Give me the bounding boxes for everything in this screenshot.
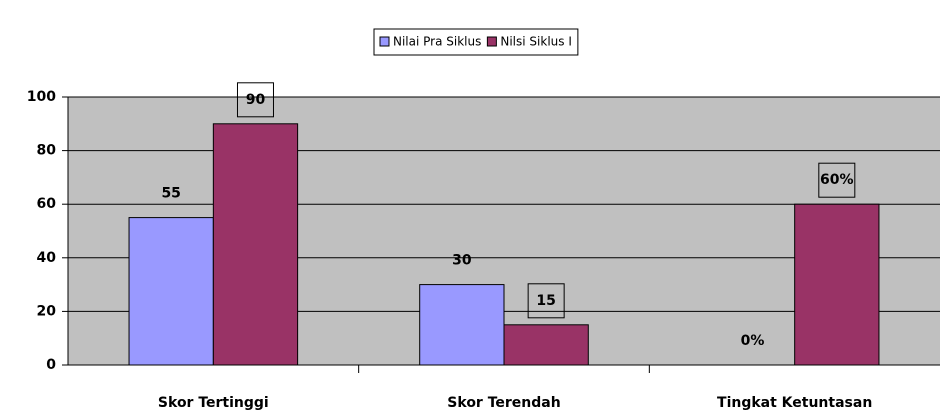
legend-swatch <box>486 36 497 47</box>
bar <box>128 217 214 366</box>
x-tick-label: Skor Tertinggi <box>158 395 269 411</box>
label-box <box>818 162 856 198</box>
data-label: 30 <box>452 253 472 269</box>
data-label: 55 <box>161 186 180 202</box>
bar <box>503 324 589 366</box>
y-tick-label: 100 <box>27 89 56 105</box>
x-tick-label: Skor Terendah <box>447 395 560 411</box>
label-box <box>236 82 274 118</box>
data-label: 90 <box>246 92 266 108</box>
x-tick-label: Tingkat Ketuntasan <box>717 395 872 411</box>
legend-label: Nilsi Siklus I <box>500 35 572 49</box>
data-label: 60% <box>820 172 854 188</box>
y-tick-label: 0 <box>46 357 56 373</box>
label-box <box>527 283 565 319</box>
y-tick-label: 60 <box>37 196 57 212</box>
y-tick-label: 80 <box>37 143 57 159</box>
legend-swatch <box>379 36 390 47</box>
data-label: 15 <box>536 293 555 309</box>
bar <box>212 123 299 366</box>
y-tick-label: 20 <box>37 303 57 319</box>
bar <box>794 203 880 366</box>
data-label: 0% <box>741 333 765 349</box>
legend-label: Nilai Pra Siklus <box>393 35 481 49</box>
y-tick-label: 40 <box>37 250 57 266</box>
legend-box <box>373 28 579 56</box>
bar <box>419 284 505 366</box>
